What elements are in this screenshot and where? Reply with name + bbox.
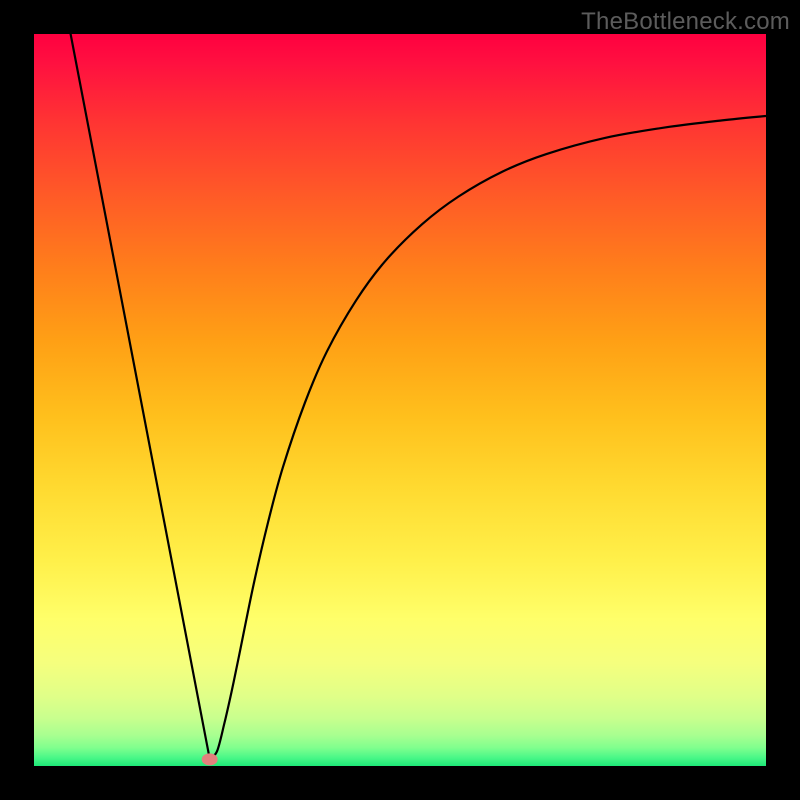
bottleneck-curve — [34, 34, 766, 766]
min-marker — [202, 753, 218, 765]
stage: TheBottleneck.com — [0, 0, 800, 800]
curve-path — [71, 34, 766, 759]
watermark-text: TheBottleneck.com — [581, 8, 790, 36]
plot-area — [34, 34, 766, 766]
